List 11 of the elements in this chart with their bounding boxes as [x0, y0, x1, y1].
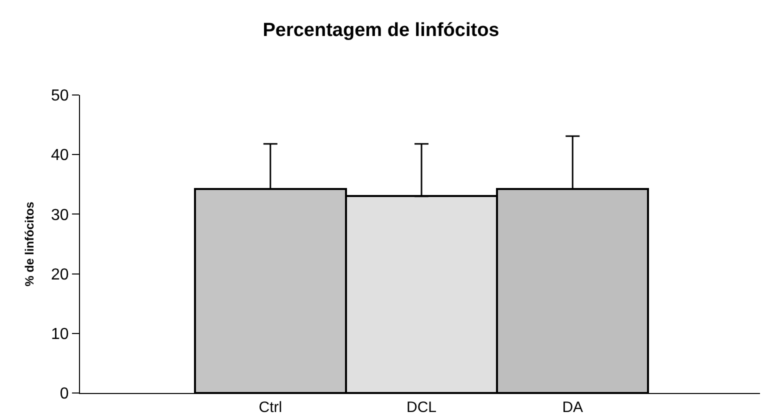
y-axis-title: % de linfócitos — [22, 201, 36, 286]
y-tick-label: 0 — [60, 386, 69, 403]
y-tick-label: 40 — [51, 147, 69, 164]
x-tick-label: DCL — [406, 399, 437, 416]
y-tick-label: 50 — [51, 88, 69, 105]
y-tick-label: 30 — [51, 206, 69, 224]
x-tick-label: Ctrl — [258, 399, 282, 416]
y-tick-label: 20 — [51, 266, 69, 284]
x-tick-label: DA — [562, 399, 584, 416]
chart-title: Percentagem de linfócitos — [262, 20, 500, 41]
y-tick-label: 10 — [51, 326, 69, 343]
